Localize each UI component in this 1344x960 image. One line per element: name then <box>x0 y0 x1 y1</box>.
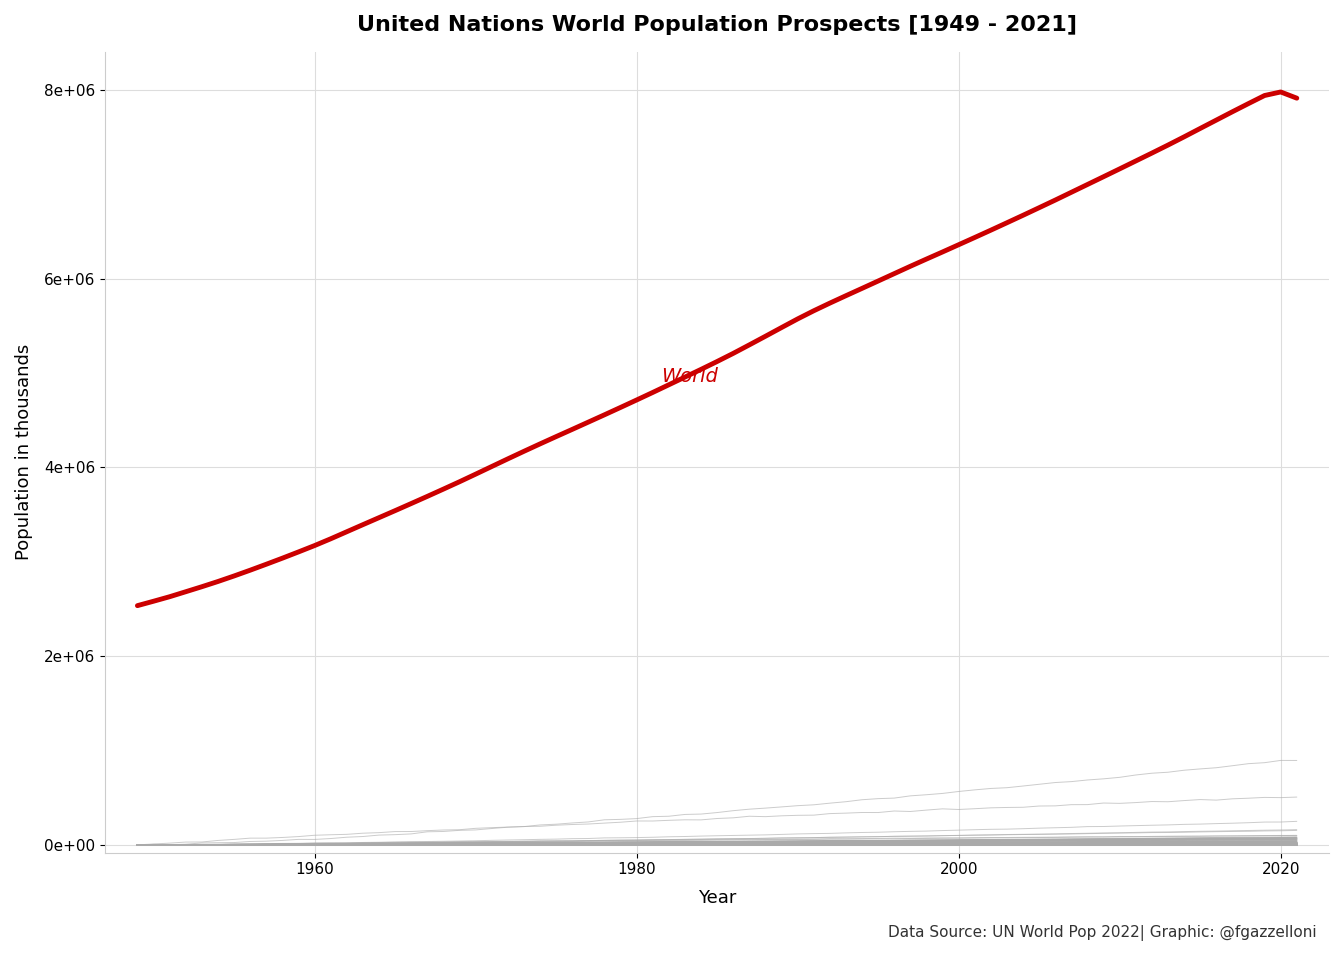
Text: World: World <box>661 368 718 387</box>
Title: United Nations World Population Prospects [1949 - 2021]: United Nations World Population Prospect… <box>358 15 1077 35</box>
X-axis label: Year: Year <box>698 889 737 906</box>
Y-axis label: Population in thousands: Population in thousands <box>15 345 34 561</box>
Text: Data Source: UN World Pop 2022| Graphic: @fgazzelloni: Data Source: UN World Pop 2022| Graphic:… <box>888 924 1317 941</box>
